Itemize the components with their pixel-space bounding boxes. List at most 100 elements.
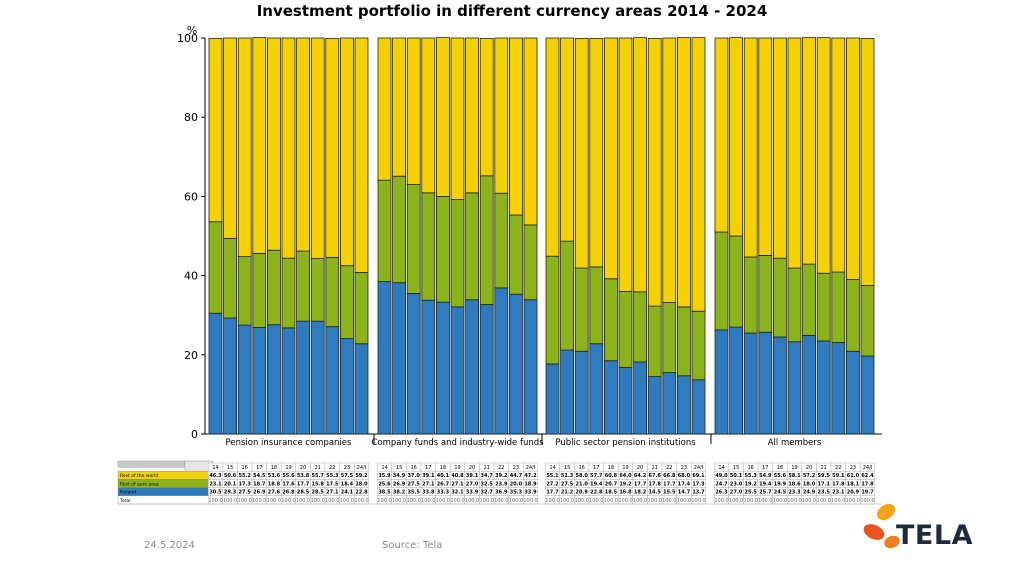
bar-segment-world (787, 37, 802, 269)
table-value: 67.6 (649, 473, 662, 479)
table-value: 28.5 (297, 490, 310, 496)
table-value: 16 (748, 465, 754, 471)
table-value: 20.0 (510, 481, 523, 487)
table-value: 58.1 (788, 473, 801, 479)
table-value: 100.0 (450, 498, 464, 504)
y-tick-label: 80 (184, 111, 198, 124)
table-value: 100.0 (714, 498, 728, 504)
table-value: 21.0 (576, 481, 589, 487)
bar-segment-finland (223, 317, 238, 435)
bar-segment-euro (266, 249, 281, 326)
table-value: 19.2 (619, 481, 632, 487)
bar-segment-euro (223, 237, 238, 319)
bar-segment-world (860, 37, 875, 286)
bar-segment-world (523, 37, 538, 226)
table-value: 20 (637, 465, 643, 471)
table-value: 17.7 (546, 490, 559, 496)
bar-segment-euro (296, 250, 311, 322)
table-value: 38.5 (378, 490, 391, 496)
table-value: 27.5 (561, 481, 574, 487)
table-value: 18.7 (253, 481, 266, 487)
table-value: 17.8 (832, 481, 845, 487)
table-value: 53.8 (297, 473, 310, 479)
table-value: 100.0 (296, 498, 310, 504)
bar-segment-euro (860, 285, 875, 357)
bar-segment-world (714, 37, 729, 233)
bar-segment-finland (545, 363, 560, 435)
bar-segment-world (325, 37, 340, 258)
table-value: 100.0 (311, 498, 325, 504)
table-value: 51.3 (561, 473, 574, 479)
table-value: 14 (381, 465, 387, 471)
table-value: 22.8 (590, 490, 603, 496)
table-value: 100.0 (575, 498, 589, 504)
table-value: 18.1 (847, 481, 860, 487)
table-value: 39.2 (495, 473, 508, 479)
table-value: 27.2 (546, 481, 559, 487)
table-value: 100.0 (436, 498, 450, 504)
bar-segment-finland (743, 332, 758, 435)
table-value: 100.0 (618, 498, 632, 504)
table-row-label-cell (117, 495, 214, 505)
table-value: 17.4 (678, 481, 691, 487)
bar-segment-finland (310, 320, 325, 435)
table-value: 20 (469, 465, 475, 471)
table-value: 64.2 (634, 473, 647, 479)
table-value: 55.3 (326, 473, 339, 479)
table-value: 17 (762, 465, 768, 471)
table-value: 26.3 (715, 490, 728, 496)
bar-segment-world (545, 37, 560, 257)
table-value: 21 (315, 465, 321, 471)
bar-segment-world (647, 37, 662, 307)
bar-segment-world (831, 37, 846, 273)
table-value: 14.5 (649, 490, 662, 496)
table-value: 17.7 (634, 481, 647, 487)
bar-segment-euro (618, 291, 633, 368)
table-value: 100.0 (238, 498, 252, 504)
table-value: 100.0 (223, 498, 237, 504)
table-value: 66.8 (663, 473, 676, 479)
bar-segment-euro (802, 263, 816, 336)
logo-text: TELA (896, 520, 973, 551)
table-value: 23.1 (209, 481, 222, 487)
table-value: 100.0 (802, 498, 816, 504)
bar-segment-euro (237, 256, 252, 326)
bar-segment-world (508, 37, 523, 216)
bar-segment-world (574, 37, 589, 269)
table-value: 27.1 (326, 490, 339, 496)
bar-segment-euro (545, 255, 560, 365)
table-value: 40.1 (437, 473, 450, 479)
bar-segment-finland (618, 367, 633, 435)
table-value: 28.5 (312, 490, 325, 496)
bar-segment-euro (831, 271, 846, 343)
table-value: 58.0 (576, 473, 589, 479)
bar-segment-euro (392, 175, 407, 284)
bar-segment-finland (574, 350, 589, 435)
table-value: 50.1 (730, 473, 743, 479)
table-value: 17.5 (326, 481, 339, 487)
x-group-label: All members (768, 438, 822, 448)
bar-segment-finland (589, 343, 604, 435)
bar-segment-world (691, 37, 706, 312)
bar-segment-world (743, 37, 758, 258)
table-value: 100.0 (340, 498, 354, 504)
table-value: 19.7 (861, 490, 874, 496)
table-value: 40.8 (451, 473, 464, 479)
bar-segment-world (479, 37, 494, 177)
bar-segment-euro (325, 256, 340, 328)
table-value: 19.2 (745, 481, 758, 487)
bar-segment-world (450, 37, 465, 200)
table-value: 55.7 (312, 473, 325, 479)
bar-segment-finland (691, 379, 706, 435)
table-value: 47.2 (524, 473, 537, 479)
x-group-label: Public sector pension institutions (555, 438, 696, 448)
bar-segment-world (339, 37, 354, 267)
table-value: 100.0 (860, 498, 874, 504)
bar-segment-finland (392, 282, 407, 435)
table-value: 37.0 (408, 473, 421, 479)
table-value: 100.0 (633, 498, 647, 504)
table-value: 23.3 (788, 490, 801, 496)
bar-segment-finland (662, 372, 677, 435)
table-value: 19 (622, 465, 628, 471)
table-value: 23.0 (730, 481, 743, 487)
